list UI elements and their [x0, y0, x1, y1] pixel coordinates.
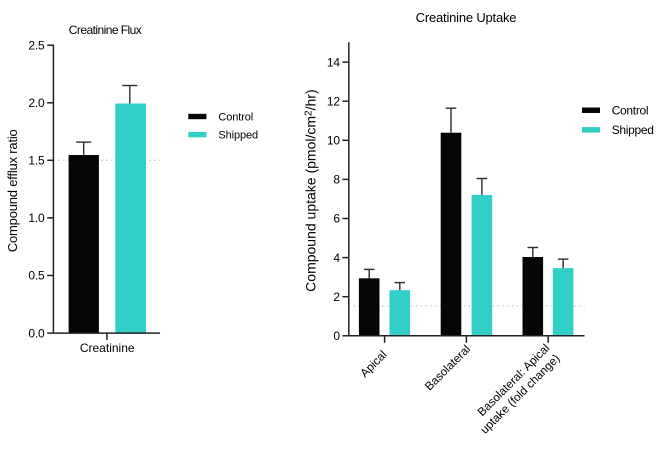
svg-text:2: 2 [333, 290, 340, 304]
svg-text:10: 10 [327, 134, 340, 148]
svg-text:Shipped: Shipped [612, 123, 654, 137]
svg-text:6: 6 [333, 212, 340, 226]
svg-text:2.0: 2.0 [28, 96, 45, 110]
svg-text:14: 14 [327, 55, 340, 69]
svg-text:Creatinine Uptake: Creatinine Uptake [416, 10, 517, 25]
svg-text:2.5: 2.5 [28, 38, 45, 52]
svg-text:0.0: 0.0 [28, 326, 45, 340]
svg-text:0: 0 [333, 329, 340, 343]
svg-text:Control: Control [612, 103, 649, 117]
svg-text:1.0: 1.0 [28, 211, 45, 225]
svg-text:Compound efflux ratio: Compound efflux ratio [5, 129, 20, 252]
svg-text:4: 4 [333, 251, 340, 265]
svg-text:12: 12 [327, 94, 340, 108]
svg-text:1.5: 1.5 [28, 154, 45, 168]
svg-text:Compound uptake (pmol/cm2/hr): Compound uptake (pmol/cm2/hr) [303, 89, 319, 291]
svg-text:Creatinine: Creatinine [80, 341, 135, 355]
svg-text:Creatinine Flux: Creatinine Flux [69, 23, 142, 37]
svg-text:Shipped: Shipped [218, 130, 258, 142]
svg-text:0.5: 0.5 [28, 269, 45, 283]
svg-text:Control: Control [218, 112, 253, 124]
svg-text:8: 8 [333, 173, 340, 187]
